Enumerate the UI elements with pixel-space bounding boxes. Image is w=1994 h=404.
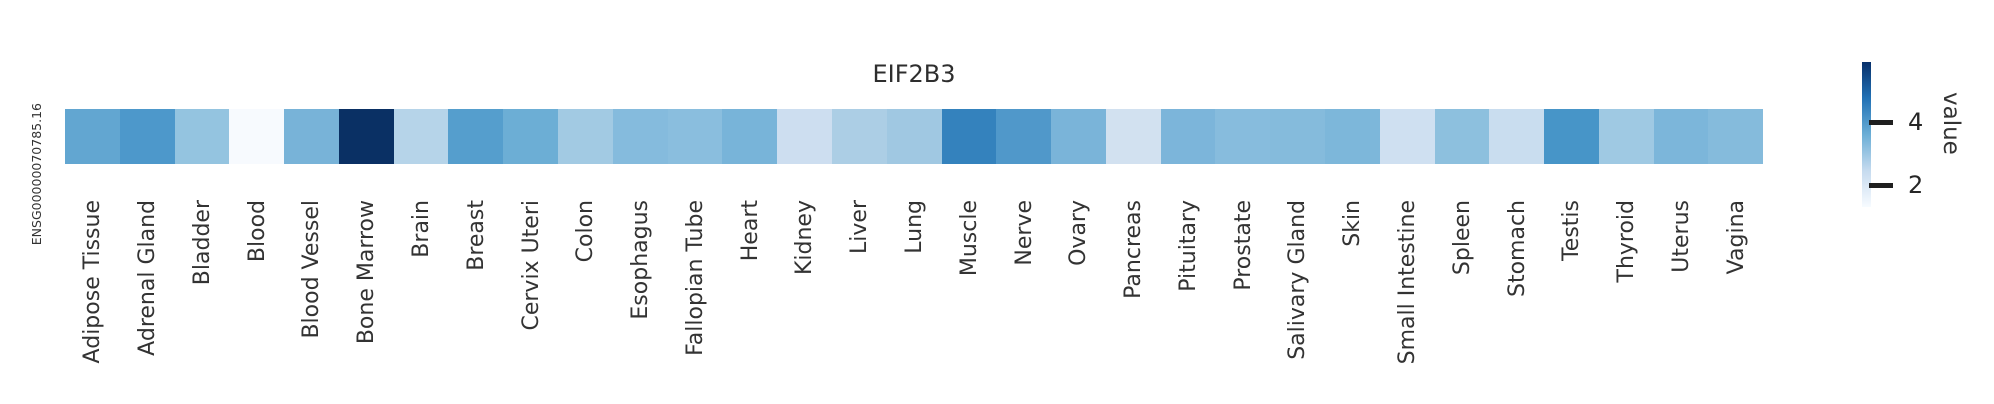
x-tick-label: Adipose Tissue (80, 200, 106, 364)
x-tick-label: Uterus (1668, 200, 1694, 273)
x-tick-label: Fallopian Tube (682, 200, 708, 356)
x-tick-label: Thyroid (1614, 200, 1640, 283)
heatmap-cell (503, 109, 559, 164)
x-tick-label: Esophagus (628, 200, 654, 320)
heatmap-cell (1598, 109, 1654, 164)
heatmap-cell (174, 109, 230, 164)
x-tick-label: Muscle (956, 200, 982, 277)
x-tick-label: Vagina (1723, 200, 1749, 275)
x-tick-label: Colon (573, 200, 599, 263)
heatmap-cell (886, 109, 942, 164)
x-tick-label: Brain (409, 200, 435, 258)
heatmap-cell (284, 109, 339, 164)
x-tick-label: Kidney (792, 200, 818, 276)
colorbar-gradient (1862, 62, 1871, 207)
heatmap-cell (1160, 109, 1216, 164)
x-tick-label: Skin (1340, 200, 1366, 247)
x-tick-label: Cervix Uteri (518, 200, 544, 331)
x-tick-label: Blood (244, 200, 270, 263)
x-tick-label: Heart (737, 200, 763, 262)
x-tick-label: Prostate (1230, 200, 1256, 291)
colorbar-tick-mark (1869, 120, 1893, 125)
heatmap-cell (1653, 109, 1709, 164)
x-tick-label: Pituitary (1175, 200, 1201, 292)
heatmap-cell (448, 109, 504, 164)
heatmap-row (65, 109, 1764, 164)
x-tick-label: Testis (1559, 200, 1585, 261)
heatmap-cell (996, 109, 1052, 164)
heatmap-cell (941, 109, 997, 164)
x-tick-label: Blood Vessel (299, 200, 325, 339)
heatmap-cell (777, 109, 832, 164)
x-tick-label: Salivary Gland (1285, 200, 1311, 360)
heatmap-cell (65, 109, 120, 164)
x-tick-label: Stomach (1504, 200, 1530, 298)
x-tick-label: Lung (902, 200, 927, 254)
heatmap-cell (1379, 109, 1435, 164)
heatmap-cell (1215, 109, 1271, 164)
heatmap-cell (1105, 109, 1161, 164)
heatmap-cell (722, 109, 778, 164)
x-tick-label: Bladder (189, 200, 215, 286)
heatmap-cell (667, 109, 723, 164)
heatmap-cell (119, 109, 175, 164)
x-tick-label: Liver (847, 200, 873, 254)
x-tick-label: Small Intestine (1394, 200, 1420, 365)
chart-title: EIF2B3 (872, 60, 956, 88)
heatmap-cell (1489, 109, 1545, 164)
heatmap-cell (1051, 109, 1106, 164)
heatmap-cell (1270, 109, 1325, 164)
y-axis-row-label: ENSG00000070785.16 (29, 103, 44, 246)
x-tick-label: Breast (463, 200, 489, 271)
colorbar-tick-label: 2 (1908, 171, 1924, 199)
heatmap-cell (612, 109, 668, 164)
heatmap-cell (1544, 109, 1599, 164)
colorbar-tick-mark (1869, 183, 1893, 188)
x-tick-label: Ovary (1066, 200, 1092, 266)
heatmap-cell (393, 109, 449, 164)
heatmap-cell (1324, 109, 1380, 164)
x-tick-label: Nerve (1011, 200, 1037, 266)
x-tick-label: Adrenal Gland (135, 200, 161, 356)
x-tick-label: Spleen (1449, 200, 1475, 276)
x-tick-label: Pancreas (1121, 200, 1147, 299)
heatmap-cell (229, 109, 285, 164)
heatmap-cell (831, 109, 887, 164)
heatmap-cell (338, 109, 394, 164)
colorbar-tick-label: 4 (1908, 108, 1924, 136)
heatmap-cell (1708, 109, 1764, 164)
heatmap-cell (558, 109, 613, 164)
x-tick-label: Bone Marrow (354, 200, 380, 345)
colorbar-title: value (1938, 92, 1964, 155)
heatmap-cell (1434, 109, 1490, 164)
